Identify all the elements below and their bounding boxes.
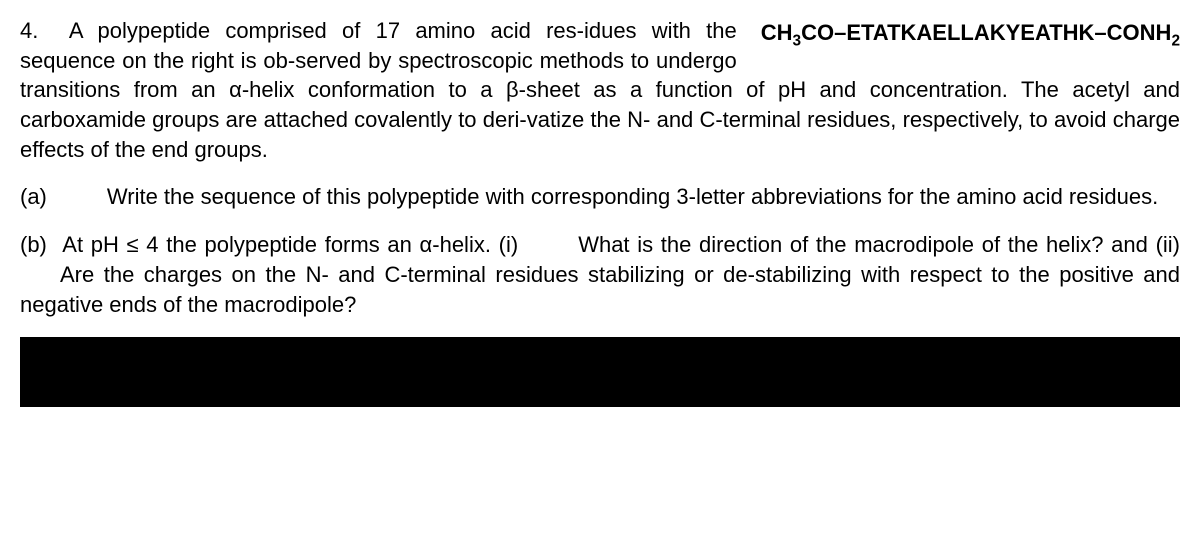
part-b-label: (b) (20, 232, 47, 257)
seq-prefix: CH (761, 20, 793, 45)
part-b-q1: What is the direction of the macrodipole… (578, 232, 1180, 257)
seq-sub1: 3 (793, 32, 802, 49)
question-intro: CH3CO–ETATKAELLAKYEATHK–CONH2 4. A polyp… (20, 16, 1180, 164)
part-a-label: (a) (20, 184, 47, 209)
part-b-q2: Are the charges on the N- and C-terminal… (20, 262, 1180, 317)
seq-mid: CO–ETATKAELLAKYEATHK–CONH (801, 20, 1171, 45)
redaction-bar (20, 337, 1180, 407)
part-b: (b) At pH ≤ 4 the polypeptide forms an α… (20, 230, 1180, 319)
part-a: (a) Write the sequence of this polypeptid… (20, 182, 1180, 212)
part-a-text: Write the sequence of this polypeptide w… (107, 184, 1158, 209)
seq-sub2: 2 (1171, 32, 1180, 49)
peptide-sequence: CH3CO–ETATKAELLAKYEATHK–CONH2 (737, 16, 1180, 52)
question-number: 4. (20, 18, 38, 43)
part-b-lead: At pH ≤ 4 the polypeptide forms an α-hel… (62, 232, 518, 257)
